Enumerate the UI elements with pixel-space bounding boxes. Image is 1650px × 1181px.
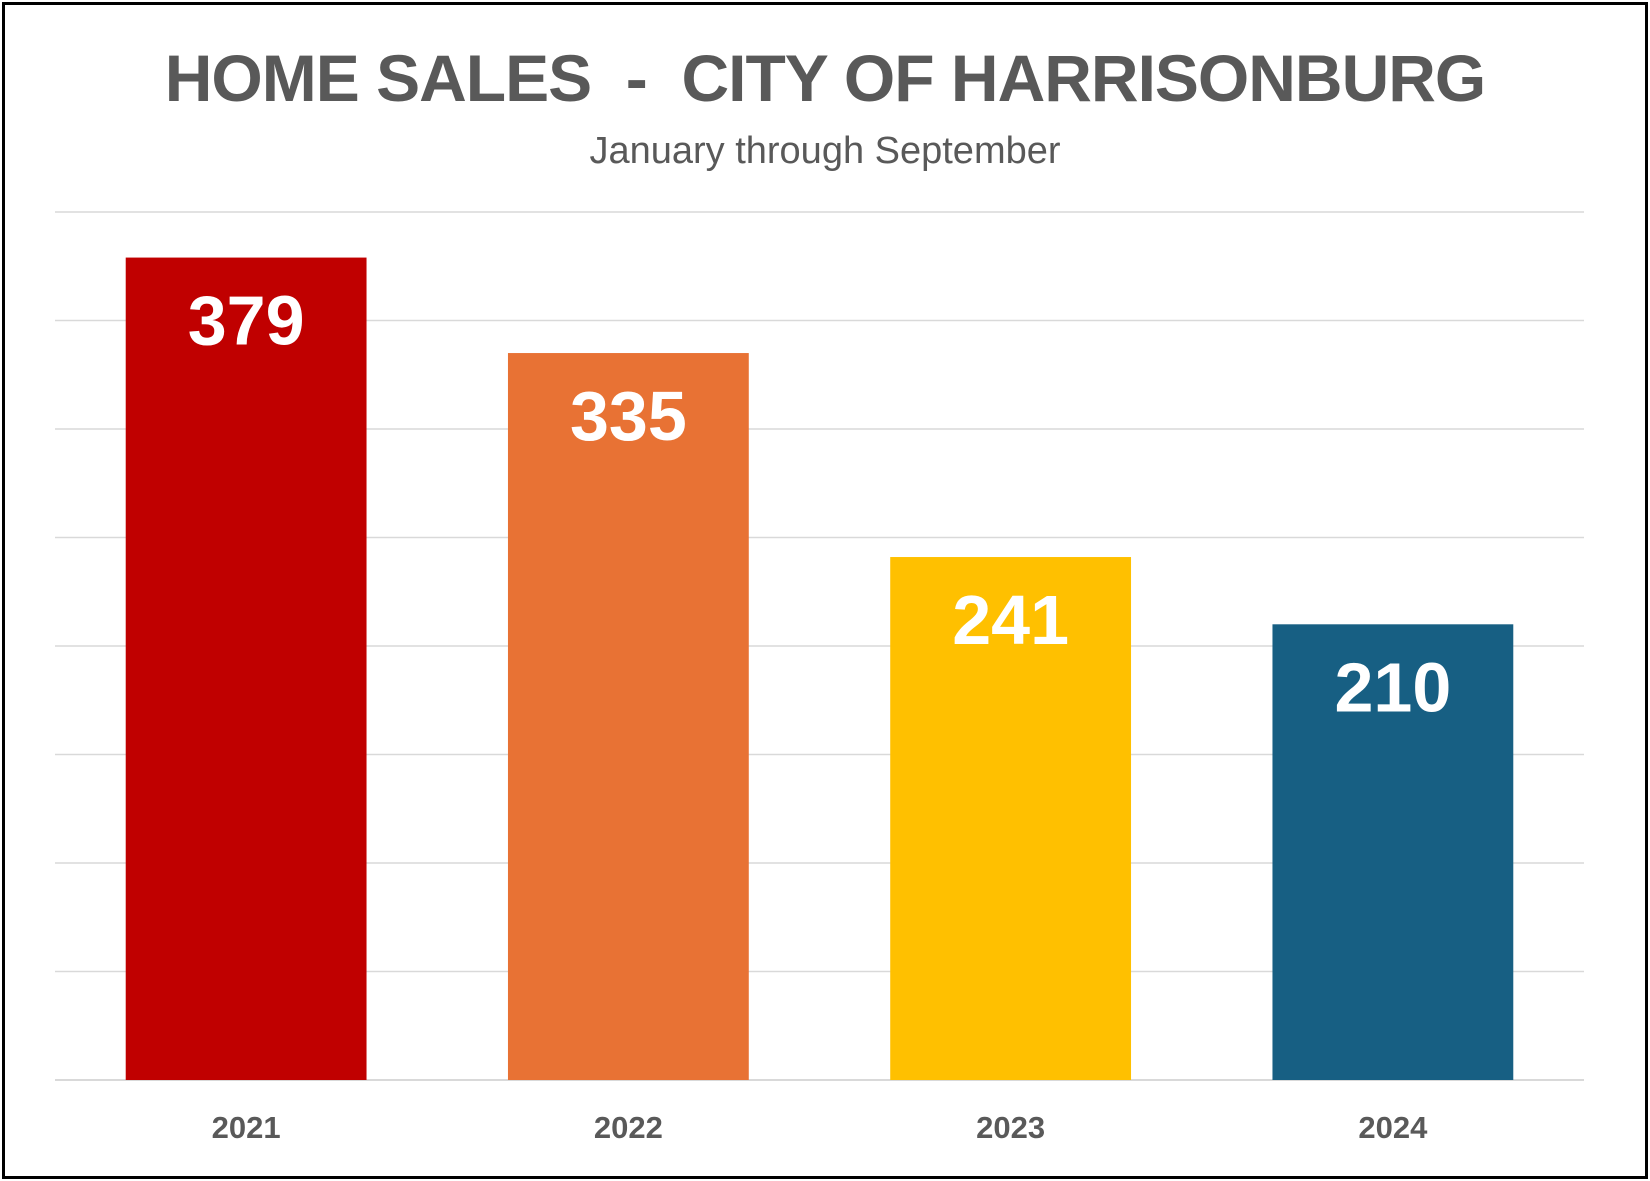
bars — [125, 257, 1514, 1080]
x-tick-label-2021: 2021 — [212, 1110, 281, 1145]
bar-2023 — [890, 557, 1132, 1080]
x-tick-label-2023: 2023 — [976, 1110, 1045, 1145]
chart-subtitle: January through September — [589, 130, 1061, 172]
x-tick-label-2022: 2022 — [594, 1110, 663, 1145]
data-label-2023: 241 — [952, 581, 1069, 659]
data-label-2022: 335 — [570, 377, 687, 455]
x-tick-label-2024: 2024 — [1358, 1110, 1428, 1145]
bar-2021 — [125, 257, 367, 1080]
bar-2024 — [1272, 624, 1514, 1080]
data-label-2021: 379 — [188, 282, 305, 360]
chart-title: HOME SALES - CITY OF HARRISONBURG — [164, 41, 1487, 115]
x-axis-ticks: 2021 2022 2023 2024 — [212, 1110, 1428, 1145]
data-label-2024: 210 — [1334, 648, 1451, 726]
bar-2022 — [507, 353, 749, 1080]
data-labels: 379 335 241 210 — [188, 282, 1452, 727]
